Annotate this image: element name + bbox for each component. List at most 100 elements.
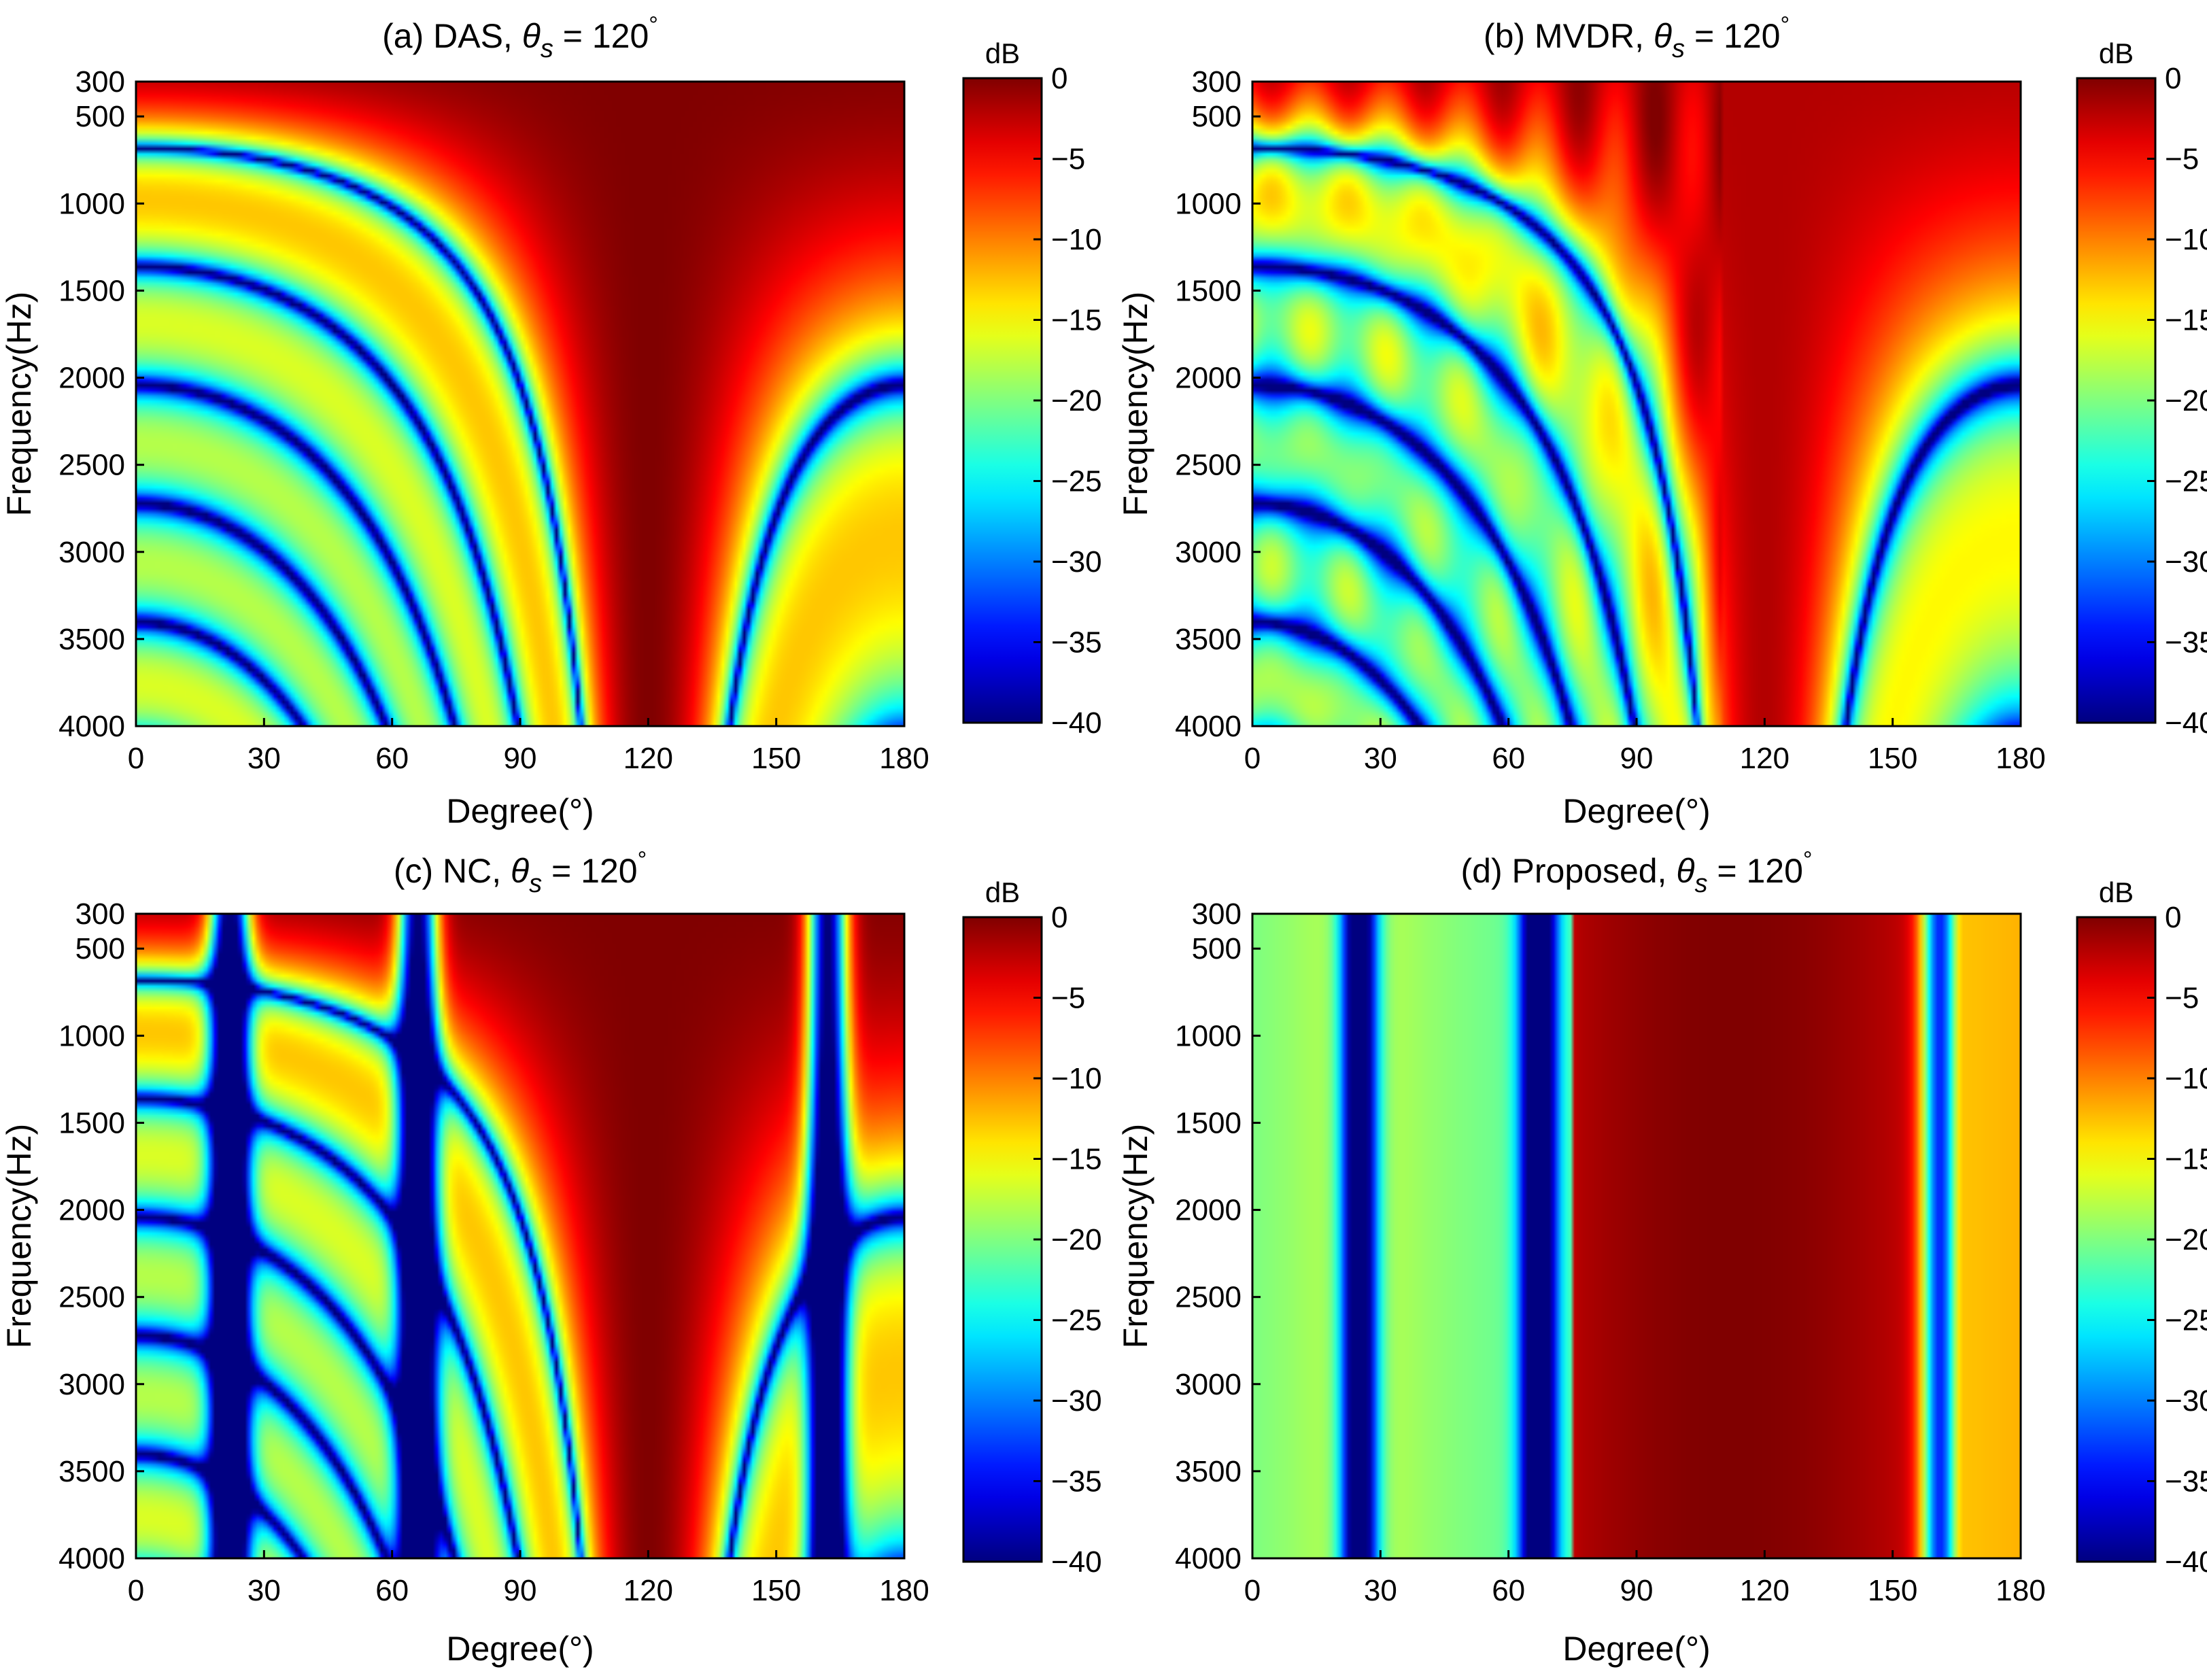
- y-tick-label: 4000: [58, 1542, 125, 1575]
- x-tick-label: 90: [1620, 742, 1654, 775]
- x-tick-label: 120: [623, 742, 673, 775]
- x-tick-label: 90: [504, 1574, 537, 1607]
- x-tick-label: 0: [128, 1574, 144, 1607]
- colorbar-tick-label: −5: [1051, 982, 1085, 1015]
- y-tick-label: 500: [75, 932, 125, 965]
- colorbar-tick-label: −15: [2165, 304, 2207, 337]
- colorbar-tick-label: −10: [1051, 223, 1102, 256]
- panel-d: (d) Proposed, θs = 120° 0 30 60 90 120 150 180 3…: [1116, 847, 2207, 1668]
- colorbar-tick-label: −40: [2165, 1545, 2207, 1579]
- colorbar-b: [2077, 78, 2155, 723]
- y-tick-label: 2000: [58, 1194, 125, 1227]
- y-tick-label: 500: [75, 100, 125, 133]
- title-subscript: s: [1694, 870, 1707, 898]
- title-theta: θ: [522, 17, 541, 55]
- x-tick-label: 180: [879, 1574, 929, 1607]
- colorbar-tick-label: −40: [1051, 706, 1102, 740]
- colorbar-tick-label: −5: [1051, 143, 1085, 176]
- x-tick-label: 150: [751, 742, 801, 775]
- y-tick-label: 1500: [1175, 1106, 1242, 1139]
- colorbar-tick-label: 0: [1051, 901, 1067, 934]
- y-tick-label: 500: [1192, 932, 1242, 965]
- colorbar-tick-label: −5: [2165, 982, 2199, 1015]
- colorbar-tick-label: −5: [2165, 143, 2199, 176]
- colorbar-unit-label: dB: [985, 37, 1020, 69]
- colorbar-tick-label: −20: [1051, 1223, 1102, 1256]
- colorbar-tick-label: −30: [2165, 1384, 2207, 1418]
- x-tick-label: 180: [1996, 1574, 2045, 1607]
- y-tick-label: 2500: [58, 1281, 125, 1314]
- x-axis-label: Degree(°): [446, 792, 594, 830]
- x-tick-label: 60: [375, 1574, 409, 1607]
- title-subscript: s: [541, 35, 553, 63]
- x-tick-label: 180: [1996, 742, 2045, 775]
- y-tick-label: 1500: [58, 274, 125, 307]
- y-tick-label: 300: [1192, 897, 1242, 931]
- colorbar-tick-label: −25: [2165, 1304, 2207, 1337]
- colorbar-tick-label: −20: [2165, 384, 2207, 417]
- title-prefix: (b) MVDR,: [1484, 17, 1654, 55]
- title-eq: = 120: [1685, 17, 1780, 55]
- panel-a: (a) DAS, θs = 120° 0 30 60 90 120 150 180 300500…: [0, 12, 1102, 830]
- colorbar-tick-label: 0: [2165, 62, 2181, 95]
- x-tick-label: 90: [1620, 1574, 1654, 1607]
- colorbar-unit-label: dB: [2099, 876, 2134, 908]
- title-theta: θ: [511, 852, 529, 890]
- chart-title-d: (d) Proposed, θs = 120°: [1461, 847, 1813, 898]
- x-tick-label: 120: [1740, 1574, 1790, 1607]
- y-tick-label: 500: [1192, 100, 1242, 133]
- title-subscript: s: [529, 870, 542, 898]
- x-tick-label: 150: [1868, 742, 1917, 775]
- y-tick-label: 3500: [1175, 1455, 1242, 1488]
- y-tick-label: 2500: [1175, 1281, 1242, 1314]
- x-tick-label: 150: [751, 1574, 801, 1607]
- y-tick-label: 1000: [58, 187, 125, 220]
- colorbar-tick-label: −15: [1051, 1143, 1102, 1176]
- x-tick-label: 30: [247, 742, 281, 775]
- y-tick-label: 3500: [1175, 623, 1242, 656]
- x-tick-label: 60: [375, 742, 409, 775]
- title-theta: θ: [1676, 852, 1694, 890]
- x-tick-label: 30: [1364, 742, 1397, 775]
- colorbar-tick-label: −30: [1051, 545, 1102, 579]
- colorbar-tick-label: −35: [1051, 626, 1102, 659]
- x-tick-label: 0: [1244, 1574, 1261, 1607]
- y-tick-label: 2000: [1175, 1194, 1242, 1227]
- y-tick-label: 4000: [1175, 710, 1242, 743]
- x-tick-label: 180: [879, 742, 929, 775]
- y-tick-label: 3500: [58, 1455, 125, 1488]
- y-tick-label: 2000: [58, 362, 125, 395]
- colorbar-tick-label: −40: [2165, 706, 2207, 740]
- panel-b: (b) MVDR, θs = 120° 0 30 60 90 120 150 180 30050…: [1116, 12, 2207, 830]
- y-tick-label: 2500: [58, 449, 125, 482]
- colorbar-unit-label: dB: [2099, 37, 2134, 69]
- colorbar-tick-label: 0: [2165, 901, 2181, 934]
- y-tick-label: 1000: [1175, 187, 1242, 220]
- title-theta: θ: [1654, 17, 1672, 55]
- y-axis-label: Frequency(Hz): [1116, 1124, 1154, 1349]
- colorbar-tick-label: −25: [2165, 465, 2207, 498]
- y-tick-label: 2500: [1175, 449, 1242, 482]
- title-degree-sign: °: [649, 12, 658, 38]
- title-subscript: s: [1672, 35, 1685, 63]
- colorbar-tick-label: −40: [1051, 1545, 1102, 1579]
- x-tick-label: 60: [1492, 1574, 1525, 1607]
- colorbar-tick-label: −10: [2165, 223, 2207, 256]
- y-tick-label: 3000: [1175, 536, 1242, 569]
- heatmap-d: [1252, 914, 2021, 1558]
- title-degree-sign: °: [1803, 847, 1813, 873]
- y-tick-label: 3000: [58, 536, 125, 569]
- y-tick-label: 1500: [1175, 274, 1242, 307]
- title-eq: = 120: [553, 17, 649, 55]
- x-tick-label: 120: [1740, 742, 1790, 775]
- y-tick-label: 300: [1192, 65, 1242, 99]
- chart-title-a: (a) DAS, θs = 120°: [382, 12, 658, 63]
- colorbar-unit-label: dB: [985, 876, 1020, 908]
- y-tick-label: 1000: [1175, 1019, 1242, 1052]
- y-tick-label: 3500: [58, 623, 125, 656]
- colorbar-tick-label: −25: [1051, 1304, 1102, 1337]
- title-prefix: (d) Proposed,: [1461, 852, 1677, 890]
- x-tick-label: 30: [1364, 1574, 1397, 1607]
- colorbar-tick-label: −20: [2165, 1223, 2207, 1256]
